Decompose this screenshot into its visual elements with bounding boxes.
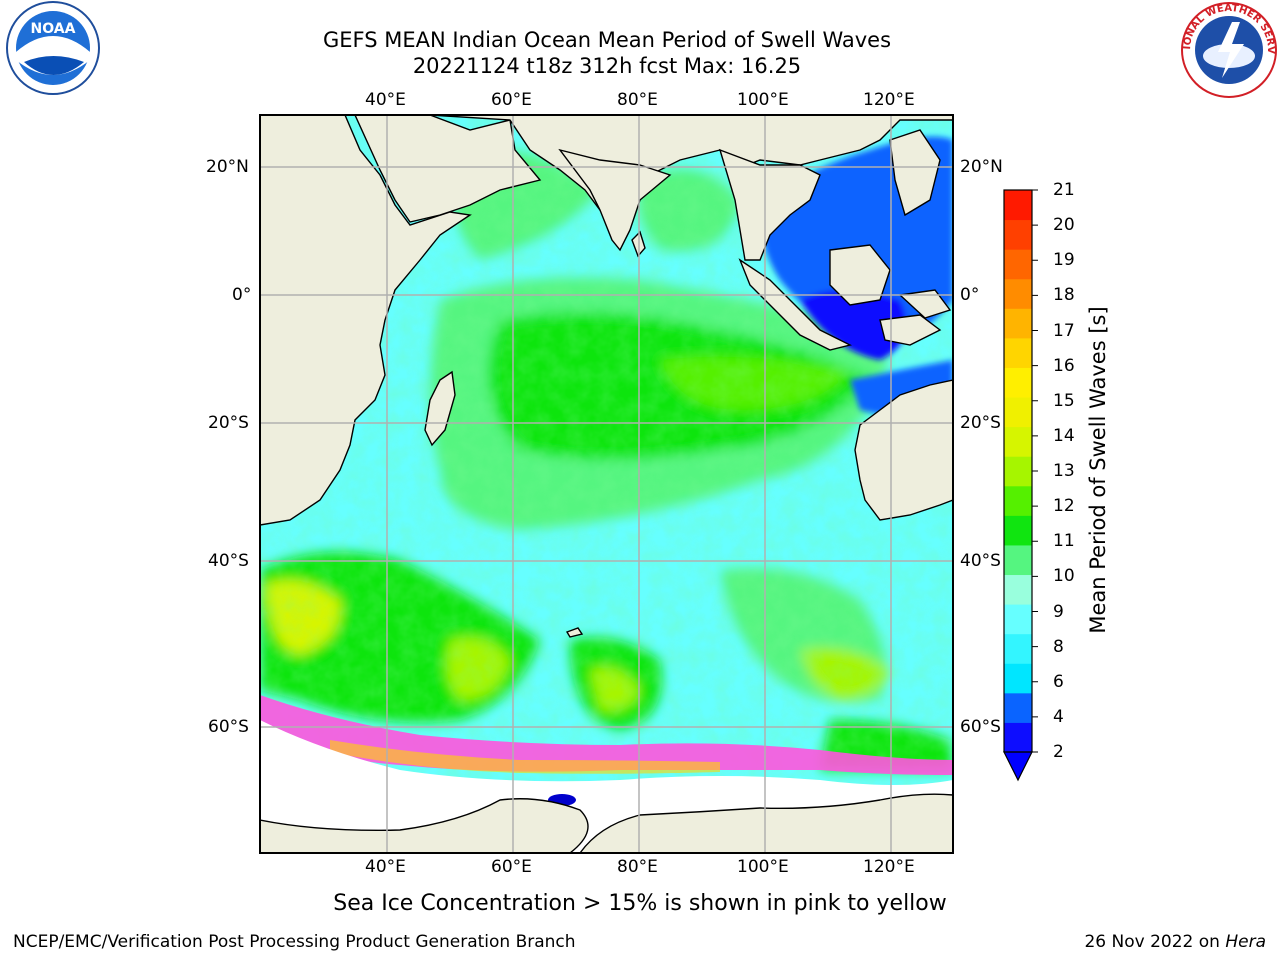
colorbar-tick-label: 8 [1053,636,1064,657]
lat-label-right: 0° [960,285,980,305]
lon-label-top: 40°E [365,90,406,110]
land-masses [260,115,953,853]
colorbar-band [1004,485,1032,516]
nws-logo-icon: NATIONAL WEATHER SERVICE [1178,0,1277,98]
colorbar-band [1004,722,1032,753]
lat-label-right: 40°S [960,551,1001,571]
noaa-logo-text: NOAA [31,21,76,37]
colorbar-tick-label: 16 [1053,355,1075,376]
colorbar-band [1004,692,1032,723]
australia-land [854,379,953,521]
colorbar-band [1004,308,1032,339]
lon-label-bottom: 120°E [863,857,915,877]
colorbar-tick-label: 15 [1053,390,1075,411]
colorbar-tick-label: 18 [1053,285,1075,306]
colorbar-tick-label: 9 [1053,601,1064,622]
colorbar-tick-label: 21 [1053,180,1075,200]
footer-credit: NCEP/EMC/Verification Post Processing Pr… [13,932,576,952]
colorbar-tick-label: 2 [1053,742,1064,762]
colorbar-band [1004,367,1032,398]
colorbar-band [1004,574,1032,605]
footer-date-text: 26 Nov 2022 on [1084,932,1226,952]
arabia-land [354,115,542,223]
lat-label-right: 60°S [960,717,1001,737]
lon-label-bottom: 40°E [365,857,406,877]
colorbar-band [1004,663,1032,694]
colorbar-tick-label: 19 [1053,250,1075,271]
footer-host: Hera [1225,932,1266,952]
colorbar-tick-label: 14 [1053,425,1075,446]
colorbar-tick-label: 10 [1053,566,1075,587]
colorbar-band [1004,633,1032,664]
colorbar-extend-arrow [1003,751,1033,782]
colorbar-band [1004,426,1032,457]
lon-label-bottom: 80°E [617,857,658,877]
chart-title: GEFS MEAN Indian Ocean Mean Period of Sw… [322,28,892,52]
map-frame [259,114,954,854]
colorbar-band [1004,249,1032,280]
colorbar-label: Mean Period of Swell Waves [s] [1086,306,1110,634]
lat-label-right: 20°N [960,157,1003,177]
colorbar [1003,189,1038,782]
lon-label-bottom: 100°E [737,857,789,877]
lat-label-right: 20°S [960,413,1001,433]
map-plot-area [260,115,953,853]
lat-label-left: 40°S [208,551,249,571]
colorbar-tick-label: 6 [1053,671,1064,692]
madagascar-land [424,370,456,447]
colorbar-tick-label: 20 [1053,215,1075,236]
footer-date: 26 Nov 2022 on Hera [1084,932,1266,952]
colorbar-tick-label: 13 [1053,461,1075,481]
lon-label-top: 120°E [863,90,915,110]
chart-subtitle: 20221124 t18z 312h fcst Max: 16.25 [412,54,802,78]
colorbar-band [1004,219,1032,250]
colorbar-tick-label: 11 [1053,531,1075,552]
lon-label-bottom: 60°E [491,857,532,877]
antarctica-land [260,798,589,853]
lon-label-top: 80°E [617,90,658,110]
colorbar-band [1004,278,1032,309]
colorbar-band [1004,456,1032,487]
colorbar-band [1004,190,1032,221]
colorbar-band [1004,544,1032,576]
colorbar-band [1004,397,1032,428]
lat-label-left: 20°N [206,157,249,177]
colorbar-band [1004,515,1032,546]
map-gridlines [260,115,953,853]
sea-ice-caption: Sea Ice Concentration > 15% is shown in … [333,891,947,916]
colorbar-band [1004,337,1032,368]
colorbar-tick-label: 17 [1053,320,1075,341]
colorbar-tick-label: 12 [1053,496,1075,517]
lat-label-left: 20°S [208,413,249,433]
colorbar-tick-label: 4 [1053,706,1064,727]
noaa-logo-icon: NOAA [6,1,100,95]
lat-label-left: 0° [232,285,252,305]
india-land [558,148,672,252]
lon-label-top: 60°E [491,90,532,110]
colorbar-band [1004,604,1032,635]
lon-label-top: 100°E [737,90,789,110]
lat-label-left: 60°S [208,717,249,737]
